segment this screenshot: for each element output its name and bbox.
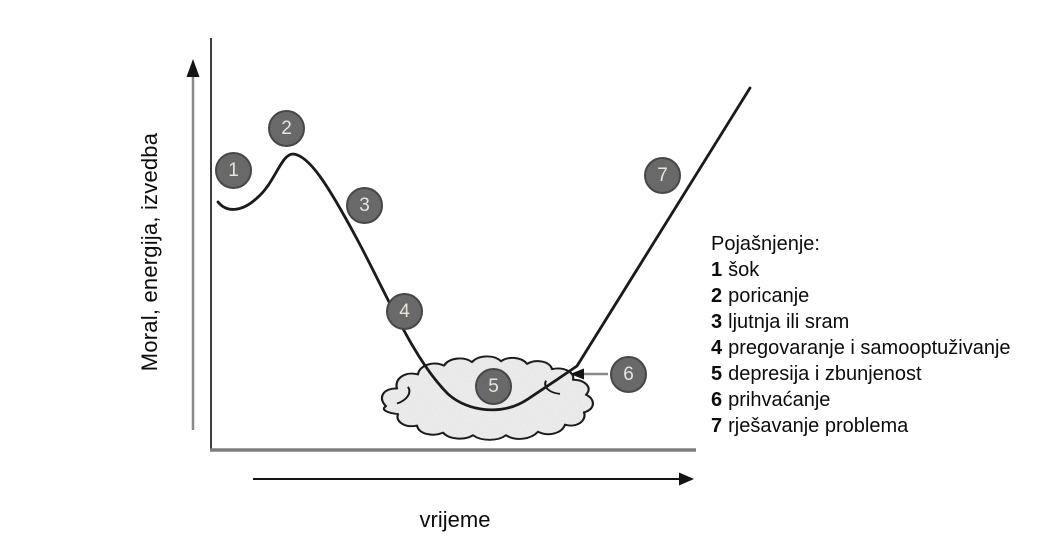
legend-item-7: 7 rješavanje problema <box>711 413 1046 439</box>
cloud-curl-left <box>396 386 411 405</box>
cloud-curl-right <box>544 380 561 395</box>
legend-item-5: 5 depresija i zbunjenost <box>711 361 1046 387</box>
legend-item-label: pregovaranje i samooptuživanje <box>728 337 1011 359</box>
stage-marker-4: 4 <box>386 293 423 330</box>
stage-marker-7: 7 <box>644 157 681 194</box>
legend-title: Pojašnjenje: <box>711 233 820 255</box>
x-axis-label: vrijeme <box>419 507 491 532</box>
stage-marker-2: 2 <box>268 110 305 147</box>
legend-item-num: 6 <box>711 389 723 411</box>
legend-item-label: prihvaćanje <box>728 389 831 411</box>
legend-item-label: depresija i zbunjenost <box>728 363 922 385</box>
stage-marker-1: 1 <box>215 152 252 189</box>
legend-item-4: 4 pregovaranje i samooptuživanje <box>711 335 1046 361</box>
legend-item-num: 1 <box>711 259 723 281</box>
legend-item-label: ljutnja ili sram <box>728 311 850 333</box>
acceptance-pointer-arrowhead-icon <box>570 368 584 380</box>
y-axis-label: Moral, energija, izvedba <box>137 132 162 372</box>
legend-item-num: 5 <box>711 363 723 385</box>
legend-item-num: 3 <box>711 311 723 333</box>
morale-curve <box>216 86 752 412</box>
y-axis-arrowhead-icon <box>186 59 200 77</box>
stage-marker-6: 6 <box>610 356 647 393</box>
legend-item-2: 2 poricanje <box>711 283 1046 309</box>
legend: Pojašnjenje: 1 šok 2 poricanje 3 ljutnja il… <box>711 231 1046 439</box>
legend-item-label: rješavanje problema <box>728 415 909 437</box>
stage-marker-3: 3 <box>346 187 383 224</box>
legend-item-3: 3 ljutnja ili sram <box>711 309 1046 335</box>
legend-item-label: šok <box>728 259 760 281</box>
legend-item-label: poricanje <box>728 285 810 307</box>
legend-item-num: 7 <box>711 415 723 437</box>
legend-item-1: 1 šok <box>711 257 1046 283</box>
legend-item-num: 2 <box>711 285 723 307</box>
legend-item-6: 6 prihvaćanje <box>711 387 1046 413</box>
x-axis-arrowhead-icon <box>679 472 694 486</box>
stage-marker-5: 5 <box>475 368 512 405</box>
legend-item-num: 4 <box>711 337 723 359</box>
